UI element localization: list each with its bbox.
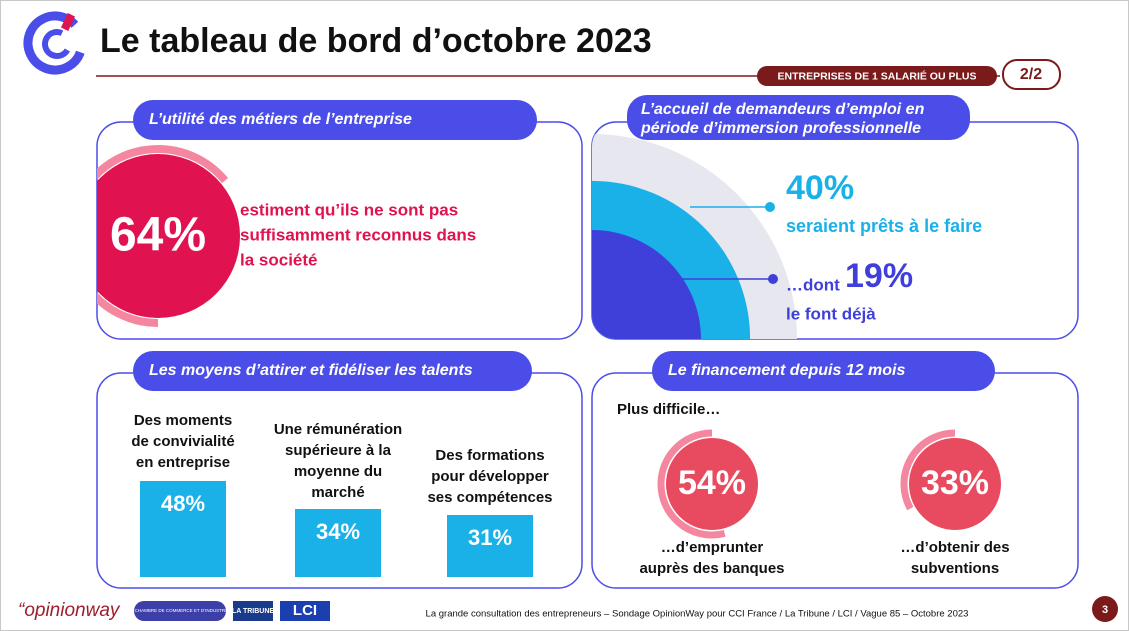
- title: Le tableau de bord d’octobre 2023: [100, 22, 652, 60]
- panel-title: L’accueil de demandeurs d’emploi en: [641, 101, 925, 118]
- stat-value: 40%: [786, 169, 854, 207]
- item-label: pour développer: [431, 468, 549, 485]
- item-label: en entreprise: [136, 454, 230, 471]
- stat-text: estiment qu’ils ne sont pas: [240, 200, 458, 219]
- page-number: 3: [1102, 604, 1108, 616]
- intro: Plus difficile…: [617, 401, 720, 418]
- item-label: Des formations: [435, 447, 544, 464]
- logo-text: LA TRIBUNE: [232, 608, 274, 615]
- stat-caption: subventions: [911, 560, 999, 577]
- logo-cci: [134, 601, 226, 621]
- item-label: marché: [311, 484, 364, 501]
- bar: [140, 481, 226, 577]
- stat-arc: [97, 145, 229, 327]
- bar: [447, 515, 533, 577]
- badge-text: ENTREPRISES DE 1 SALARIÉ OU PLUS: [778, 69, 977, 82]
- panel-title-pill: [627, 95, 970, 140]
- stat-disk: [97, 154, 240, 318]
- panel-title-pill: [133, 351, 532, 391]
- connector-dot: [768, 274, 778, 284]
- stat-arc: [657, 429, 726, 539]
- accueil-graphic: [592, 134, 797, 339]
- item-label: supérieure à la: [285, 442, 392, 459]
- stat-text: la société: [240, 250, 318, 269]
- source: La grande consultation des entrepreneurs…: [426, 609, 969, 620]
- bar-label: 34%: [316, 519, 360, 544]
- stat-prefix: …dont: [786, 275, 840, 294]
- badge: [757, 66, 997, 86]
- item-label: ses compétences: [427, 489, 552, 506]
- stat-caption: le font déjà: [786, 304, 876, 323]
- bar-label: 31%: [468, 525, 512, 550]
- item-label: de convivialité: [131, 433, 234, 450]
- stat-caption: …d’obtenir des: [900, 539, 1009, 556]
- page-indicator: 2/2: [1020, 66, 1042, 83]
- page-pill: [1002, 59, 1061, 90]
- panel-title: Le financement depuis 12 mois: [668, 362, 906, 379]
- page-number-badge: [1092, 596, 1118, 622]
- stat-disk: [592, 180, 751, 339]
- connector-dot: [765, 202, 775, 212]
- stat-value: 54%: [678, 464, 746, 502]
- stat-disk: [592, 230, 701, 339]
- logo-text: LCI: [293, 602, 317, 619]
- panel-title-pill: [652, 351, 995, 391]
- stat-caption: seraient prêts à le faire: [786, 216, 982, 236]
- stat-disk: [909, 438, 1001, 530]
- panel-title: Les moyens d’attirer et fidéliser les ta…: [149, 362, 473, 379]
- stat-disk: [666, 438, 758, 530]
- logo-lci: [280, 601, 330, 621]
- panel-title: L’utilité des métiers de l’entreprise: [149, 111, 412, 128]
- panel-title-pill: [133, 100, 537, 140]
- item-label: Une rémunération: [274, 421, 402, 438]
- utilite-graphic: [97, 145, 240, 327]
- stat-text: suffisamment reconnus dans: [240, 225, 476, 244]
- stat-caption: …d’emprunter: [661, 539, 764, 556]
- stat-value: 64%: [110, 209, 206, 262]
- item-label: moyenne du: [294, 463, 382, 480]
- bar-label: 48%: [161, 491, 205, 516]
- stat-caption: auprès des banques: [639, 560, 784, 577]
- bar: [295, 509, 381, 577]
- stat-value: 33%: [921, 464, 989, 502]
- stat-arc: [900, 429, 956, 511]
- item-label: Des moments: [134, 412, 232, 429]
- panel-title: période d’immersion professionnelle: [640, 120, 921, 137]
- logo-tribune: [233, 601, 273, 621]
- stat-value: 19%: [845, 257, 913, 295]
- logo-text: CHAMBRE DE COMMERCE ET D’INDUSTRIE: [135, 608, 230, 613]
- brand: “opinionway: [18, 600, 121, 621]
